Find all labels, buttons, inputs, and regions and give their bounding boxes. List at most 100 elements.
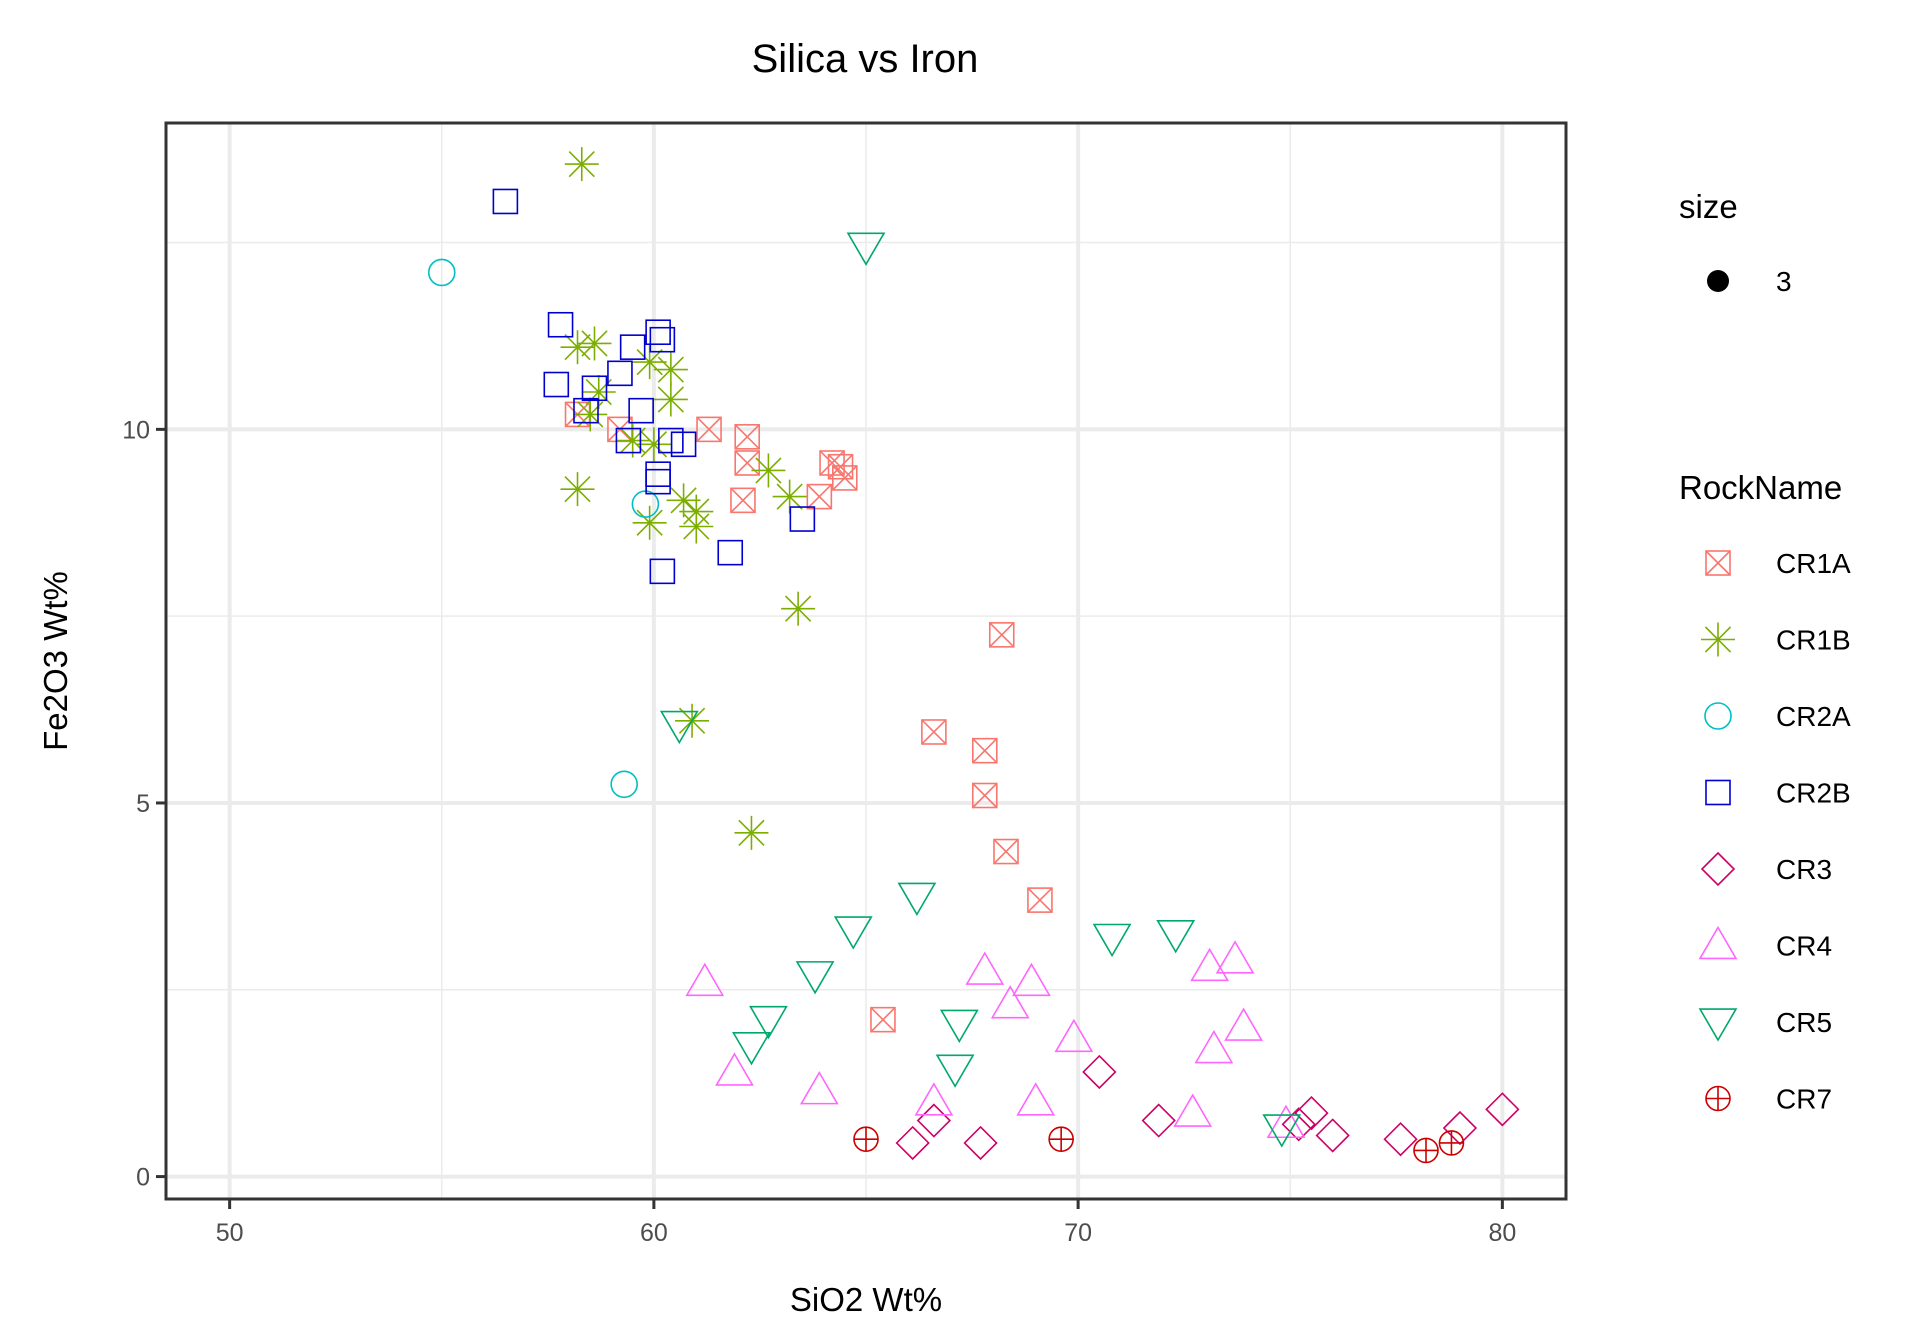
data-point-cr3 <box>916 1103 952 1138</box>
legend-key-cr7 <box>1705 1085 1731 1112</box>
size-legend-key <box>1707 270 1729 292</box>
data-point-cr7 <box>1048 1126 1074 1153</box>
axis-ticks: 50 60 70 80 0 5 10 <box>122 416 1516 1247</box>
data-point-cr3 <box>1485 1092 1520 1127</box>
data-point-cr1a <box>993 838 1019 865</box>
data-point-cr1b <box>653 382 688 417</box>
data-point-cr2b <box>649 558 676 585</box>
data-point-cr5 <box>939 1009 979 1043</box>
data-point-cr5 <box>1092 923 1132 958</box>
data-point-cr5 <box>935 1054 975 1088</box>
y-tick-label: 0 <box>136 1164 150 1192</box>
data-point-cr4 <box>1173 1093 1213 1127</box>
data-point-cr2b <box>619 334 646 360</box>
data-point-cr3 <box>1442 1110 1478 1146</box>
data-point-cr2b <box>547 311 574 338</box>
legend-key-cr3 <box>1700 851 1736 887</box>
data-point-cr3 <box>1281 1107 1316 1142</box>
data-point-cr1b <box>636 427 671 462</box>
legend-key-cr5 <box>1698 1008 1738 1042</box>
data-point-cr7 <box>1413 1137 1439 1164</box>
data-point-cr3 <box>1315 1118 1350 1153</box>
y-axis-title: Fe2O3 Wt% <box>37 571 74 751</box>
data-point-cr1a <box>1027 887 1053 913</box>
data-point-cr1a <box>988 622 1015 648</box>
data-point-cr5 <box>1156 919 1196 954</box>
data-point-cr4 <box>965 951 1005 985</box>
data-point-cr2b <box>645 461 671 487</box>
data-point-cr1a <box>734 424 761 450</box>
data-point-cr5 <box>846 232 886 266</box>
data-point-cr5 <box>659 710 699 745</box>
data-point-cr5 <box>795 961 835 995</box>
data-point-cr2b <box>645 468 671 495</box>
x-axis-title: SiO2 Wt% <box>790 1281 942 1318</box>
legend-key-cr4 <box>1698 925 1738 960</box>
data-point-cr2b <box>543 371 570 398</box>
data-point-cr7 <box>1438 1130 1465 1156</box>
data-point-cr1a <box>730 487 756 514</box>
data-point-cr2b <box>670 431 697 458</box>
data-point-cr4 <box>914 1082 954 1116</box>
data-point-cr5 <box>897 882 937 916</box>
size-legend: size 3 <box>1679 188 1792 297</box>
data-point-cr2b <box>645 319 671 346</box>
data-point-cr4 <box>1054 1018 1094 1053</box>
data-point-cr4 <box>799 1071 839 1105</box>
data-point-cr1b <box>632 505 667 540</box>
points-layer <box>427 147 1520 1164</box>
data-point-cr1b <box>781 591 816 626</box>
legend-title: RockName <box>1679 469 1842 506</box>
data-point-cr1b <box>679 509 714 544</box>
legend-label: CR2B <box>1776 778 1851 809</box>
legend-label: CR1A <box>1776 548 1851 579</box>
data-point-cr2b <box>649 326 676 353</box>
data-point-cr2b <box>717 539 744 566</box>
data-point-cr2b <box>789 506 816 532</box>
y-tick-label: 10 <box>122 416 150 444</box>
data-point-cr2b <box>607 360 633 387</box>
data-point-cr1b <box>734 815 769 850</box>
legend-label: CR1B <box>1776 625 1851 656</box>
plot-panel-border <box>164 121 1568 1201</box>
data-point-cr1a <box>734 450 761 476</box>
data-point-cr4 <box>1224 1007 1263 1041</box>
data-point-cr3 <box>1082 1054 1117 1090</box>
chart-title: Silica vs Iron <box>752 37 979 81</box>
data-point-cr4 <box>1194 1029 1234 1064</box>
data-point-cr5 <box>833 916 873 950</box>
data-point-cr3 <box>1141 1103 1176 1138</box>
legend-label: CR3 <box>1776 854 1832 885</box>
rockname-legend: RockName CR1A CR1B CR2A CR2B CR3 CR4 CR5 CR7 <box>1679 469 1851 1115</box>
data-point-cr1b <box>560 472 595 507</box>
x-tick-label: 70 <box>1064 1219 1092 1247</box>
legend-label: CR4 <box>1776 931 1832 962</box>
data-point-cr3 <box>963 1125 998 1161</box>
data-point-cr4 <box>715 1052 754 1086</box>
data-point-cr2b <box>573 397 599 424</box>
data-point-cr4 <box>990 985 1030 1019</box>
data-point-cr2a <box>610 770 638 799</box>
data-point-cr1b <box>751 453 786 488</box>
x-tick-label: 50 <box>216 1219 244 1247</box>
data-point-cr4 <box>1016 1082 1056 1116</box>
data-point-cr2a <box>427 258 456 287</box>
data-point-cr1a <box>831 465 858 491</box>
data-point-cr1a <box>971 782 998 809</box>
x-tick-label: 60 <box>640 1219 668 1247</box>
legend-key-cr2b <box>1705 779 1731 806</box>
data-point-cr1b <box>564 147 599 182</box>
legend-label: CR7 <box>1776 1084 1832 1115</box>
data-point-cr7 <box>853 1126 879 1153</box>
data-point-cr1b <box>573 397 608 432</box>
data-point-cr4 <box>685 962 725 997</box>
data-point-cr1b <box>577 326 612 361</box>
data-point-cr4 <box>1190 947 1230 982</box>
data-point-cr1b <box>560 330 595 365</box>
data-point-cr1b <box>653 352 688 387</box>
size-legend-label: 3 <box>1776 266 1792 297</box>
legend-key-cr1a <box>1705 550 1731 576</box>
data-point-cr1a <box>971 737 998 764</box>
data-point-cr2b <box>492 188 519 215</box>
